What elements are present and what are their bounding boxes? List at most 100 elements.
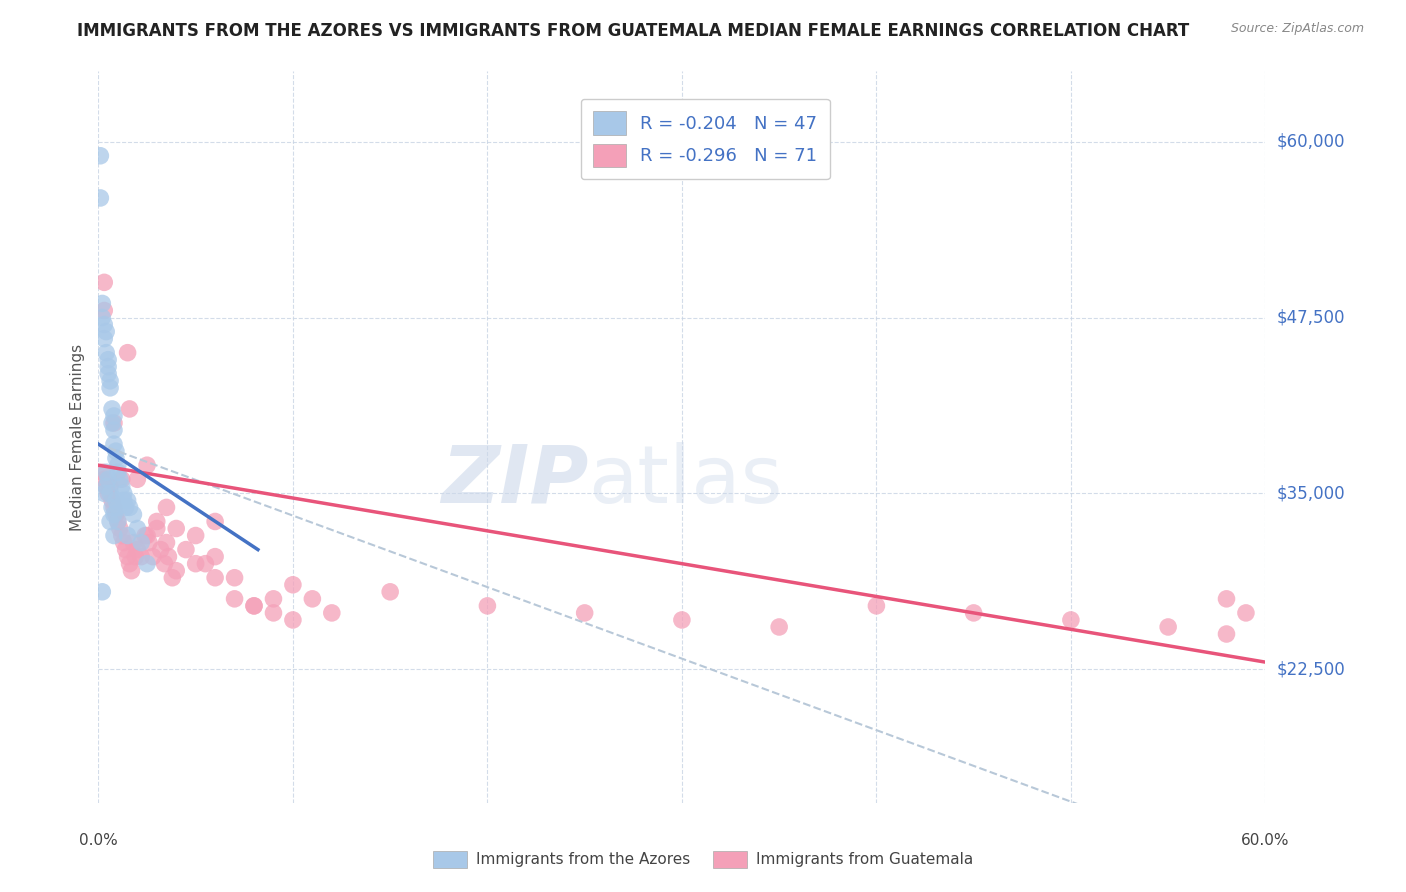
Point <box>146 515 169 529</box>
Point <box>93 332 115 346</box>
Point <box>98 374 121 388</box>
Point <box>574 606 596 620</box>
Point <box>107 500 129 515</box>
Point <box>117 493 139 508</box>
Legend: Immigrants from the Azores, Immigrants from Guatemala: Immigrants from the Azores, Immigrants f… <box>427 845 979 873</box>
Point <box>112 486 135 500</box>
Point <box>97 352 120 367</box>
Legend: R = -0.204   N = 47, R = -0.296   N = 71: R = -0.204 N = 47, R = -0.296 N = 71 <box>581 99 830 179</box>
Point <box>98 515 121 529</box>
Point <box>103 423 125 437</box>
Point <box>107 465 129 479</box>
Point <box>108 521 131 535</box>
Point <box>117 528 139 542</box>
Point <box>1234 606 1257 620</box>
Point <box>204 549 226 564</box>
Point <box>224 571 246 585</box>
Point <box>301 591 323 606</box>
Point <box>114 500 136 515</box>
Point <box>194 557 217 571</box>
Point <box>101 493 124 508</box>
Point <box>103 500 125 515</box>
Text: atlas: atlas <box>589 442 783 520</box>
Point <box>1215 591 1237 606</box>
Point <box>1060 613 1083 627</box>
Point <box>101 500 124 515</box>
Point <box>93 276 115 290</box>
Point <box>136 557 159 571</box>
Point <box>91 310 114 325</box>
Point <box>149 542 172 557</box>
Point <box>107 515 129 529</box>
Point <box>127 472 149 486</box>
Point <box>104 493 127 508</box>
Point <box>138 535 160 549</box>
Point <box>184 528 207 542</box>
Point <box>262 591 284 606</box>
Point <box>127 521 149 535</box>
Point <box>165 521 187 535</box>
Point <box>174 542 197 557</box>
Point <box>96 479 118 493</box>
Point <box>122 535 145 549</box>
Text: $60,000: $60,000 <box>1277 133 1346 151</box>
Point <box>204 515 226 529</box>
Point <box>107 515 129 529</box>
Text: Source: ZipAtlas.com: Source: ZipAtlas.com <box>1230 22 1364 36</box>
Point <box>104 451 127 466</box>
Point <box>118 557 141 571</box>
Point <box>96 325 118 339</box>
Y-axis label: Median Female Earnings: Median Female Earnings <box>70 343 86 531</box>
Point <box>134 528 156 542</box>
Point <box>103 528 125 542</box>
Text: $47,500: $47,500 <box>1277 309 1346 326</box>
Point <box>243 599 266 613</box>
Point <box>184 557 207 571</box>
Point <box>103 416 125 430</box>
Point <box>321 606 343 620</box>
Point <box>93 472 115 486</box>
Point <box>768 620 790 634</box>
Point <box>101 401 124 416</box>
Point <box>204 571 226 585</box>
Point <box>671 613 693 627</box>
Point <box>477 599 499 613</box>
Point <box>127 542 149 557</box>
Point <box>117 549 139 564</box>
Point <box>89 149 111 163</box>
Point <box>98 479 121 493</box>
Point <box>96 465 118 479</box>
Point <box>98 486 121 500</box>
Point <box>281 613 304 627</box>
Point <box>104 444 127 458</box>
Point <box>117 345 139 359</box>
Point <box>155 500 177 515</box>
Point <box>243 599 266 613</box>
Point <box>165 564 187 578</box>
Text: 0.0%: 0.0% <box>79 833 118 848</box>
Point <box>93 318 115 332</box>
Point <box>124 549 146 564</box>
Point <box>97 367 120 381</box>
Point <box>146 521 169 535</box>
Point <box>96 345 118 359</box>
Text: $35,000: $35,000 <box>1277 484 1346 502</box>
Point <box>121 564 143 578</box>
Point <box>104 508 127 522</box>
Point <box>98 381 121 395</box>
Point <box>112 535 135 549</box>
Point <box>93 303 115 318</box>
Point <box>962 606 984 620</box>
Point <box>118 401 141 416</box>
Point <box>136 528 159 542</box>
Point <box>96 479 118 493</box>
Point <box>153 557 176 571</box>
Point <box>136 458 159 473</box>
Point <box>107 458 129 473</box>
Point <box>114 542 136 557</box>
Point <box>97 486 120 500</box>
Point <box>262 606 284 620</box>
Point <box>103 437 125 451</box>
Point <box>118 500 141 515</box>
Point <box>1215 627 1237 641</box>
